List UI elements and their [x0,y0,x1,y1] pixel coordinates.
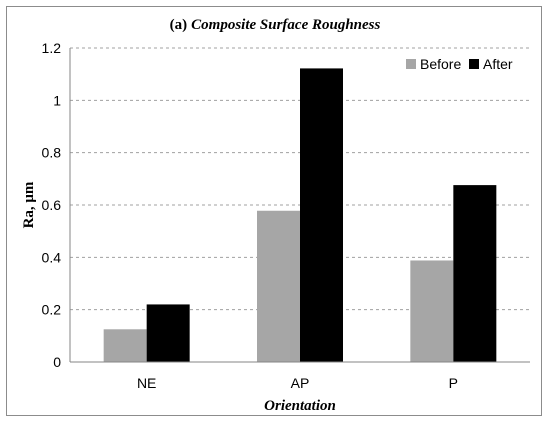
x-tick-label: NE [137,375,156,391]
bar-before-p [410,260,454,362]
y-tick-label: 1.2 [42,40,62,56]
y-tick-label: 0.6 [42,197,62,213]
legend-swatch-after [469,59,479,69]
x-tick-label: AP [291,375,310,391]
y-tick-label: 0 [53,354,61,370]
x-tick-label: P [449,375,458,391]
bar-before-ap [257,210,300,362]
chart-title-prefix: (a) [170,17,188,33]
legend-label-before: Before [420,56,461,72]
y-tick-label: 0.4 [42,249,62,265]
x-tick-labels: NE AP P [137,375,458,391]
bar-after-ap [300,68,343,362]
y-tick-label: 0.2 [42,302,62,318]
bars [103,68,497,362]
bar-after-p [453,185,497,362]
legend-swatch-before [406,59,416,69]
y-tick-label: 1 [53,92,61,108]
y-axis-title: Ra, μm [21,181,37,228]
y-tick-labels: 0 0.2 0.4 0.6 0.8 1 1.2 [42,40,62,370]
legend: Before After [406,56,513,72]
bar-after-ne [146,304,190,362]
bar-before-ne [103,329,147,362]
chart-title-text: Composite Surface Roughness [191,17,380,33]
chart-title: (a) Composite Surface Roughness [170,17,381,33]
legend-label-after: After [483,56,513,72]
y-tick-label: 0.8 [42,145,62,161]
x-axis-title: Orientation [264,398,336,414]
